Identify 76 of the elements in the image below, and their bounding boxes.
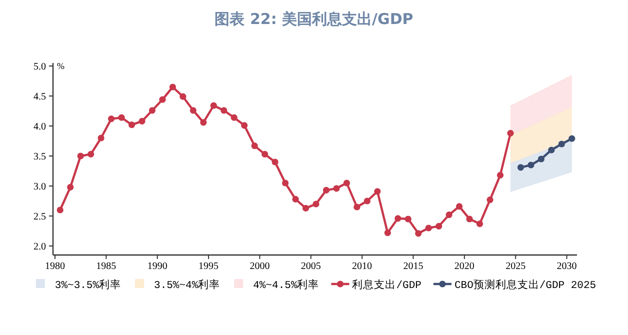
point (548, 146, 555, 154)
y-tick-label: 5.0 (34, 62, 46, 72)
point (558, 140, 565, 148)
point (364, 198, 370, 204)
point (200, 119, 207, 126)
legend-label: 4%~4.5%利率 (253, 278, 320, 292)
legend-label: CBO预测利息支出/GDP 2025 (454, 278, 596, 292)
point (262, 150, 268, 158)
x-tick-label: 2030 (556, 261, 577, 272)
x-tick-label: 2020 (454, 261, 474, 272)
point (138, 118, 146, 124)
point (446, 212, 452, 218)
y-tick-label: 2.0 (34, 242, 46, 252)
point (67, 184, 74, 190)
point (220, 107, 228, 114)
legend-label: 3%~3.5%利率 (54, 278, 122, 292)
point (404, 216, 412, 222)
point (517, 164, 524, 171)
point (118, 114, 125, 121)
y-tick-label: 2.5 (34, 212, 46, 222)
point (538, 156, 544, 162)
point (88, 150, 94, 158)
point (56, 206, 64, 214)
point (108, 116, 115, 122)
point (98, 134, 104, 142)
point (394, 215, 402, 222)
point (507, 130, 514, 136)
point (241, 122, 248, 129)
point (190, 107, 196, 114)
point (343, 180, 350, 186)
point (425, 224, 432, 232)
point (282, 180, 289, 186)
y-axis-title: % (57, 61, 65, 71)
chart-title: 图表 22: 美国利息支出/GDP (214, 10, 414, 28)
point (436, 222, 442, 230)
x-tick-label: 2015 (403, 261, 424, 272)
point (322, 186, 330, 194)
point (496, 172, 504, 178)
legend-label: 3.5%~4%利率 (154, 278, 220, 292)
x-tick-label: 2000 (250, 261, 270, 272)
point (466, 216, 473, 222)
point (568, 135, 576, 142)
point (302, 204, 310, 212)
point (415, 230, 422, 237)
point (230, 114, 238, 121)
point (374, 188, 381, 195)
point (272, 158, 278, 166)
point (354, 204, 360, 210)
point (528, 162, 534, 168)
legend-label: 利息支出/GDP (352, 278, 422, 292)
point (384, 230, 391, 236)
x-tick-label: 2005 (300, 261, 321, 272)
x-tick-label: 1985 (96, 261, 116, 272)
point (456, 203, 463, 210)
point (169, 84, 176, 90)
point (476, 220, 484, 228)
point (210, 102, 217, 109)
point (486, 196, 494, 204)
x-tick-label: 1980 (45, 261, 65, 272)
point (251, 142, 258, 150)
point (128, 122, 136, 128)
point (77, 152, 84, 160)
y-tick-label: 4.0 (34, 122, 46, 132)
y-tick-label: 3.0 (34, 182, 46, 192)
point (180, 93, 186, 100)
point (159, 96, 166, 103)
x-tick-label: 1990 (147, 261, 168, 272)
point (333, 185, 340, 192)
y-tick-label: 3.5 (34, 152, 46, 162)
point (312, 200, 320, 208)
x-tick-label: 2010 (352, 261, 372, 272)
x-tick-label: 2025 (506, 261, 526, 272)
point (148, 107, 156, 114)
y-tick-label: 4.5 (34, 92, 46, 102)
point (292, 196, 299, 202)
x-tick-label: 1995 (198, 261, 219, 272)
